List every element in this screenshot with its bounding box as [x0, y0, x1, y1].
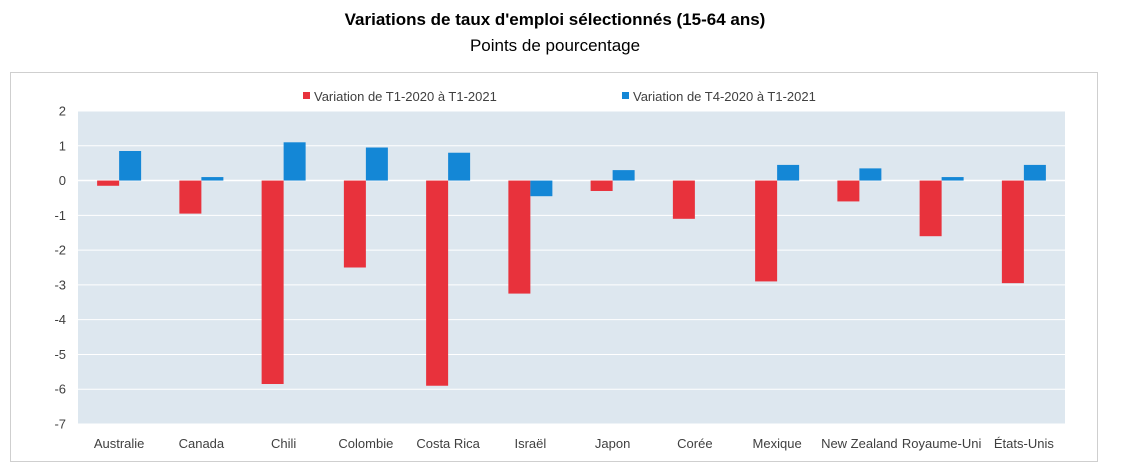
x-tick-label: Canada — [179, 436, 225, 451]
legend: Variation de T1-2020 à T1-2021 Variation … — [303, 89, 816, 104]
bar-series-1 — [1001, 180, 1024, 284]
x-tick-label: Colombie — [338, 436, 393, 451]
bar-series-2 — [448, 152, 471, 181]
x-tick-label: États-Unis — [994, 436, 1054, 451]
y-tick-label: -1 — [54, 208, 66, 223]
y-tick-label: 1 — [59, 138, 66, 153]
bar-series-1 — [261, 180, 284, 385]
bar-series-2 — [119, 150, 142, 181]
x-tick-label: Japon — [595, 436, 630, 451]
x-tick-label: Chili — [271, 436, 296, 451]
y-tick-label: 0 — [59, 173, 66, 188]
bar-series-2 — [859, 168, 882, 181]
legend-label-series-1: Variation de T1-2020 à T1-2021 — [314, 89, 497, 104]
bar-series-1 — [590, 180, 613, 191]
bar-series-2 — [777, 164, 800, 181]
chart-subtitle: Points de pourcentage — [469, 36, 641, 55]
bar-series-1 — [919, 180, 942, 237]
chart-title: Variations de taux d'emploi sélectionnés… — [344, 10, 766, 29]
y-tick-label: -6 — [54, 382, 66, 397]
bar-series-1 — [508, 180, 531, 294]
bar-series-1 — [837, 180, 860, 202]
x-tick-label: Costa Rica — [416, 436, 480, 451]
bar-series-2 — [365, 147, 388, 181]
bar-series-1 — [97, 180, 120, 186]
bar-series-1 — [672, 180, 695, 219]
bar-series-2 — [283, 142, 306, 181]
x-tick-label: Royaume-Uni — [902, 436, 982, 451]
x-tick-label: New Zealand — [821, 436, 898, 451]
y-tick-label: -7 — [54, 417, 66, 432]
plot-area: 2 1 0 -1 -2 -3 -4 -5 -6 -7 Australie Canada Chili Col… — [54, 104, 1065, 451]
x-tick-label: Israël — [514, 436, 546, 451]
bar-series-2 — [201, 177, 224, 181]
bar-series-1 — [426, 180, 449, 386]
y-tick-label: -5 — [54, 347, 66, 362]
legend-swatch-series-2 — [622, 92, 629, 99]
y-tick-label: -2 — [54, 243, 66, 258]
x-tick-label: Australie — [94, 436, 145, 451]
bar-series-1 — [179, 180, 202, 214]
bar-series-2 — [530, 180, 553, 197]
legend-label-series-2: Variation de T4-2020 à T1-2021 — [633, 89, 816, 104]
bar-series-2 — [941, 177, 964, 181]
legend-swatch-series-1 — [303, 92, 310, 99]
plot-background — [78, 111, 1065, 424]
y-tick-label: -4 — [54, 312, 66, 327]
bar-series-2 — [1023, 164, 1046, 181]
x-tick-label: Corée — [677, 436, 712, 451]
bar-series-2 — [612, 170, 635, 181]
y-tick-label: 2 — [59, 104, 66, 119]
y-tick-label: -3 — [54, 277, 66, 292]
bar-series-1 — [755, 180, 778, 282]
bar-series-1 — [343, 180, 366, 268]
x-tick-label: Mexique — [753, 436, 802, 451]
